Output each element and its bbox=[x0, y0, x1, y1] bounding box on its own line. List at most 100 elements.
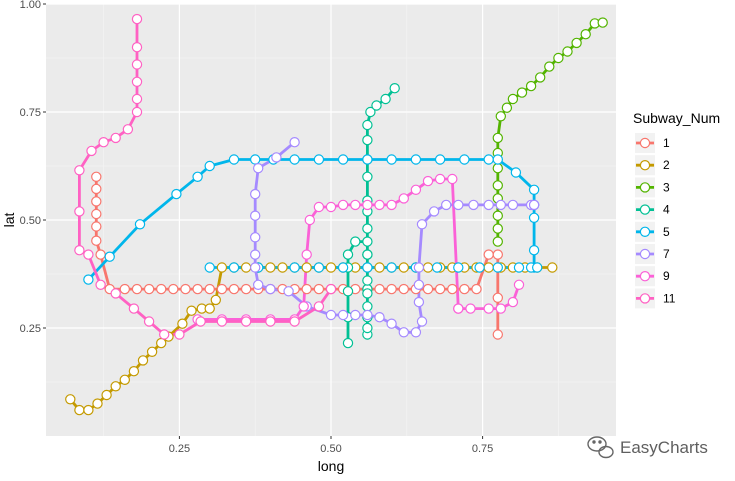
data-point bbox=[468, 199, 479, 211]
data-point bbox=[83, 404, 94, 416]
data-point bbox=[95, 249, 106, 260]
data-point bbox=[91, 235, 102, 246]
data-point bbox=[492, 162, 503, 174]
data-point bbox=[474, 262, 485, 273]
data-point bbox=[289, 136, 300, 148]
watermark: EasyCharts bbox=[587, 436, 708, 459]
data-point bbox=[313, 201, 325, 213]
data-point bbox=[597, 17, 608, 28]
data-point bbox=[137, 355, 149, 366]
data-point bbox=[580, 29, 591, 40]
data-point bbox=[374, 262, 385, 273]
data-point bbox=[110, 132, 121, 144]
data-point bbox=[410, 154, 422, 165]
data-point bbox=[110, 381, 121, 392]
data-point bbox=[216, 316, 228, 327]
data-point bbox=[131, 93, 143, 105]
series-4 bbox=[346, 86, 397, 345]
data-point bbox=[289, 316, 300, 327]
data-point bbox=[513, 279, 525, 290]
series-points-7 bbox=[249, 136, 540, 338]
legend-key-point bbox=[639, 159, 651, 171]
data-point bbox=[431, 262, 443, 273]
data-point bbox=[483, 199, 494, 211]
data-point bbox=[337, 309, 349, 321]
data-point bbox=[495, 303, 506, 314]
data-point bbox=[174, 329, 185, 340]
legend-key-point bbox=[639, 137, 651, 149]
legend-label: 9 bbox=[663, 269, 670, 283]
legend-label: 2 bbox=[663, 158, 670, 172]
data-point bbox=[289, 262, 300, 273]
data-point bbox=[544, 61, 555, 72]
data-point bbox=[171, 188, 182, 200]
data-point bbox=[131, 106, 143, 118]
data-point bbox=[416, 219, 428, 230]
data-point bbox=[507, 296, 519, 308]
data-point bbox=[386, 154, 397, 165]
data-point bbox=[350, 236, 361, 247]
legend-item-3: 3 bbox=[635, 177, 670, 198]
data-point bbox=[325, 262, 337, 273]
data-point bbox=[389, 82, 400, 94]
y-tick-label: 0.50 bbox=[20, 215, 41, 227]
data-point bbox=[337, 262, 349, 273]
data-point bbox=[325, 309, 337, 321]
data-point bbox=[386, 318, 397, 329]
data-point bbox=[350, 199, 361, 211]
data-point bbox=[492, 210, 503, 221]
legend-key-point bbox=[639, 204, 651, 215]
data-point bbox=[398, 193, 409, 204]
data-point bbox=[362, 249, 373, 260]
data-point bbox=[434, 173, 446, 185]
data-point bbox=[350, 309, 361, 321]
data-point bbox=[74, 244, 85, 256]
data-point bbox=[528, 199, 540, 211]
data-point bbox=[301, 262, 312, 273]
data-point bbox=[410, 327, 422, 338]
data-point bbox=[501, 102, 513, 113]
data-point bbox=[416, 316, 428, 327]
legend-label: 1 bbox=[663, 136, 670, 150]
data-point bbox=[277, 262, 288, 273]
data-point bbox=[362, 288, 373, 299]
data-point bbox=[91, 208, 102, 220]
legend-label: 11 bbox=[663, 291, 676, 305]
series-line bbox=[253, 140, 536, 334]
data-point bbox=[168, 283, 179, 295]
y-tick-label: 0.25 bbox=[20, 323, 41, 335]
legend-key-point bbox=[639, 248, 651, 260]
legend-item-7: 7 bbox=[635, 244, 670, 264]
data-point bbox=[92, 398, 103, 409]
data-point bbox=[91, 221, 102, 232]
data-point bbox=[413, 296, 425, 308]
data-point bbox=[265, 262, 276, 273]
data-point bbox=[374, 312, 385, 323]
data-point bbox=[204, 160, 215, 172]
data-point bbox=[362, 199, 373, 211]
data-point bbox=[249, 210, 261, 221]
data-point bbox=[413, 262, 425, 273]
data-point bbox=[571, 37, 582, 49]
data-point bbox=[228, 283, 240, 295]
data-point bbox=[143, 316, 155, 327]
data-point bbox=[204, 303, 215, 314]
data-point bbox=[386, 262, 397, 273]
data-point bbox=[483, 154, 494, 165]
legend-item-5: 5 bbox=[635, 221, 670, 242]
data-point bbox=[528, 244, 540, 256]
series-points-5 bbox=[83, 154, 543, 285]
legend-label: 7 bbox=[663, 247, 670, 261]
data-point bbox=[362, 301, 373, 312]
data-point bbox=[453, 199, 464, 211]
data-point bbox=[362, 322, 373, 334]
data-point bbox=[516, 87, 528, 98]
data-point bbox=[313, 283, 325, 295]
legend-label: 5 bbox=[663, 225, 670, 239]
data-point bbox=[91, 196, 102, 207]
series-points-3 bbox=[492, 17, 608, 247]
series-points-1 bbox=[91, 171, 503, 340]
data-point bbox=[495, 199, 506, 211]
data-point bbox=[459, 154, 470, 165]
data-point bbox=[74, 404, 85, 416]
